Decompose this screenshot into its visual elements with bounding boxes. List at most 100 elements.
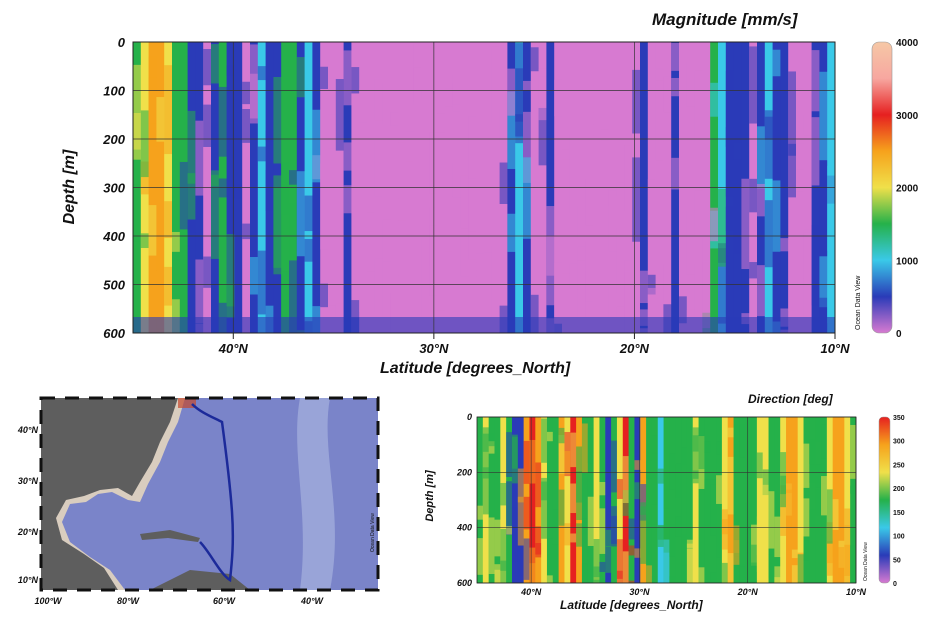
dir-blob: [756, 516, 764, 572]
magnitude-colorbar-label: 0: [896, 329, 902, 340]
mag-blob: [140, 161, 150, 195]
direction-x-tick-label: 40°N: [520, 587, 542, 597]
dir-blob: [517, 550, 525, 577]
dir-blob: [791, 436, 799, 450]
mag-blob: [328, 114, 337, 159]
mag-blob: [569, 263, 579, 290]
mag-blob: [725, 206, 735, 231]
mag-blob: [725, 127, 735, 197]
dir-blob: [605, 546, 612, 573]
dir-blob: [786, 489, 793, 530]
dir-blob: [698, 567, 705, 583]
mag-blob: [242, 223, 251, 240]
mag-blob: [764, 116, 774, 179]
mag-blob: [320, 283, 329, 308]
dir-column: [494, 417, 501, 583]
mag-blob: [133, 64, 142, 150]
mag-blob: [499, 108, 508, 143]
dir-blob: [756, 452, 764, 479]
mag-blob: [296, 171, 306, 257]
dir-blob: [611, 440, 618, 493]
dir-column: [797, 417, 805, 583]
mag-blob: [647, 287, 657, 333]
direction-colorbar-label: 100: [893, 534, 905, 541]
mag-blob: [179, 161, 189, 230]
dir-blob: [523, 538, 531, 580]
magnitude-colorbar-label: 2000: [896, 184, 919, 195]
mag-blob: [624, 260, 633, 333]
mag-blob: [647, 179, 657, 234]
magnitude-y-tick-label: 600: [103, 326, 125, 341]
mag-blob: [320, 163, 329, 250]
dir-blob: [651, 576, 659, 583]
mag-blob: [796, 191, 805, 279]
dir-blob: [809, 439, 816, 483]
dir-blob: [552, 441, 560, 478]
dir-column: [605, 417, 612, 583]
dir-blob: [488, 517, 496, 575]
dir-blob: [850, 485, 856, 494]
mag-blob: [819, 297, 828, 333]
dir-blob: [739, 424, 746, 458]
mag-blob: [772, 49, 781, 77]
direction-colorbar: [878, 416, 891, 584]
dir-blob: [546, 431, 554, 442]
mag-blob: [406, 131, 415, 162]
magnitude-y-tick-label: 500: [103, 278, 125, 293]
mag-blob: [468, 186, 477, 232]
mag-blob: [296, 330, 306, 333]
mag-blob: [788, 143, 797, 198]
dir-blob: [692, 470, 700, 479]
dir-blob: [780, 452, 787, 508]
dir-column: [686, 417, 694, 583]
mag-blob: [312, 306, 321, 333]
dir-blob: [581, 563, 589, 583]
mag-blob: [242, 81, 251, 105]
mag-blob: [226, 283, 235, 307]
dir-blob: [669, 453, 676, 490]
map-lat-label: 20°N: [17, 527, 39, 537]
map-mid-atlantic-ridge: [297, 398, 335, 590]
dir-column: [477, 417, 484, 583]
mag-blob: [538, 68, 547, 121]
mag-blob: [390, 112, 399, 126]
magnitude-colorbar-label: 3000: [896, 111, 919, 122]
mag-blob: [796, 143, 805, 170]
dir-blob: [488, 441, 496, 454]
map-lon-label: 80°W: [117, 596, 141, 606]
mag-blob: [218, 86, 228, 157]
mag-blob: [601, 140, 610, 159]
mag-blob: [195, 259, 204, 324]
direction-colorbar-label: 200: [893, 486, 905, 493]
mag-blob: [780, 329, 789, 333]
direction-y-tick-label: 200: [456, 467, 472, 477]
dir-blob: [663, 552, 671, 583]
mag-blob: [608, 187, 618, 252]
mag-blob: [242, 109, 251, 143]
dir-column: [616, 417, 624, 583]
mag-blob: [234, 184, 243, 198]
mag-blob: [484, 186, 493, 234]
mag-blob: [484, 252, 493, 289]
dir-column: [733, 417, 740, 583]
mag-field: [133, 42, 835, 333]
dir-column: [564, 417, 571, 583]
mag-blob: [382, 83, 391, 125]
mag-blob: [140, 233, 150, 249]
dir-blob: [570, 483, 577, 514]
mag-blob: [523, 80, 532, 91]
mag-blob: [289, 260, 298, 333]
dir-blob: [704, 479, 711, 526]
magnitude-y-tick-label: 200: [102, 132, 125, 147]
mag-blob: [413, 67, 423, 103]
mag-blob: [445, 68, 454, 107]
mag-blob: [382, 219, 391, 262]
dir-blob: [616, 539, 624, 583]
dir-blob: [500, 528, 507, 583]
dir-blob: [791, 549, 799, 559]
map-lat-label: 40°N: [17, 425, 39, 435]
mag-blob: [476, 262, 485, 277]
map-lon-label: 100°W: [34, 596, 63, 606]
mag-blob: [257, 66, 267, 81]
dir-column: [721, 417, 729, 583]
